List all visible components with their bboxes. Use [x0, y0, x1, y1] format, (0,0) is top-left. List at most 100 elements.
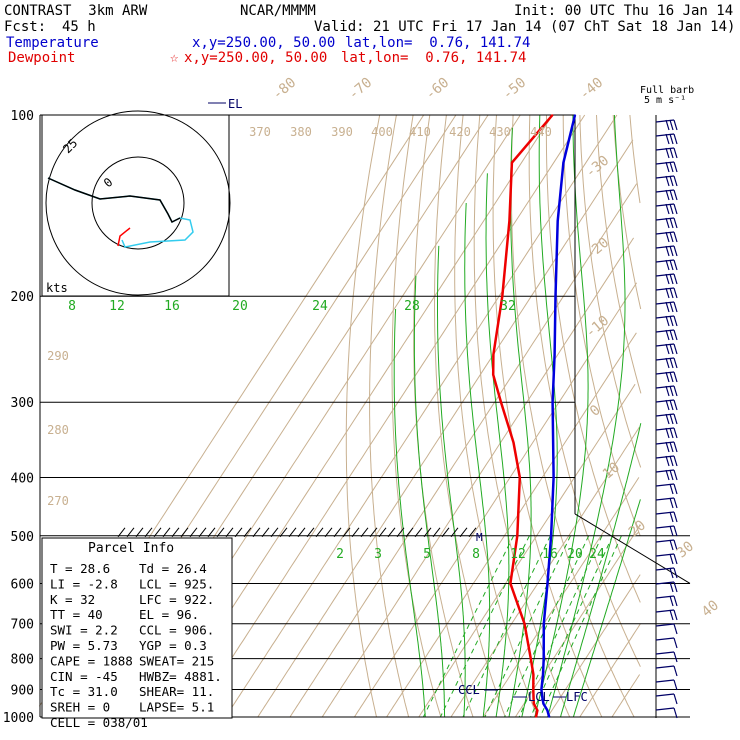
wind-barb: [673, 399, 678, 411]
isotherm-tick-label: 40: [699, 597, 722, 620]
moist-adiabat-line: [464, 202, 491, 718]
mixing-ratio-label: 28: [404, 299, 420, 314]
dewpoint-point: [523, 622, 526, 625]
wind-barb: [655, 665, 675, 669]
dry-adiabat-line: [391, 114, 442, 718]
dewpoint-point: [532, 688, 535, 691]
wind-barb: [655, 455, 675, 459]
parcel-info-left: TT = 40: [50, 607, 103, 622]
hodograph-ring-outer: [45, 110, 231, 296]
wind-barb: [673, 455, 678, 467]
hatch-mark: [180, 527, 189, 538]
wind-barb: [655, 189, 675, 193]
wind-barb: [669, 539, 674, 551]
wind-barb: [673, 119, 678, 131]
wind-barb: [673, 413, 678, 425]
wind-barb: [669, 483, 674, 495]
wind-barb: [665, 357, 670, 369]
wind-barb: [673, 133, 678, 145]
dry-adiabat-line: [510, 114, 635, 718]
temperature-point: [553, 353, 556, 356]
wind-barb: [665, 203, 670, 215]
isotherm-tick-label: -50: [500, 75, 530, 104]
wind-barb: [655, 343, 675, 347]
parcel-info-box: Parcel Info T = 28.6 Td = 26.4 LI = -2.8 LCL…: [41, 537, 233, 730]
hatch-mark: [126, 527, 135, 538]
parcel-info-right: Td = 26.4: [139, 561, 207, 576]
dewpoint-point: [519, 476, 521, 479]
moist-adiabat-line: [437, 245, 466, 718]
mixing-ratio-label: 32: [500, 299, 516, 314]
mixing-ratio-label: 24: [589, 547, 605, 562]
pressure-tick-label: 900: [11, 683, 34, 698]
pressure-tick-label: 800: [11, 653, 34, 668]
dewpoint-point: [532, 695, 535, 698]
forecast-hours: 45 h: [62, 19, 96, 35]
theta-tick-label: 400: [371, 125, 393, 139]
wind-barb: [673, 693, 678, 705]
dry-adiabat-line: [492, 114, 603, 718]
wind-barb: [655, 301, 675, 305]
temperature-legend-xy: x,y=250.00, 50.00: [192, 35, 336, 51]
mixing-ratio-label: 24: [312, 299, 328, 314]
hatch-mark: [207, 527, 216, 538]
wind-barb: [665, 371, 670, 383]
dry-adiabat-line: [612, 114, 642, 310]
hatch-mark: [297, 527, 306, 538]
wind-barb: [673, 581, 678, 593]
wind-barb: [665, 301, 670, 313]
dewpoint-legend-label: Dewpoint: [8, 50, 76, 66]
valid-time: Valid: 21 UTC Fri 17 Jan 14 (07 ChT Sat …: [314, 19, 736, 35]
wind-barb: [673, 245, 678, 257]
wind-barb: [673, 567, 678, 579]
m-marker-label: M: [476, 531, 483, 544]
wind-barb: [673, 189, 678, 201]
wind-barb: [673, 651, 678, 663]
wind-barb: [673, 497, 678, 509]
hatch-mark: [243, 527, 252, 538]
wind-barb: [665, 175, 670, 187]
hatch-mark: [171, 527, 180, 538]
hatch-mark: [405, 527, 414, 538]
hatch-mark: [261, 527, 270, 538]
wind-barb: [673, 231, 678, 243]
wind-barb: [655, 287, 675, 291]
wind-barb: [673, 707, 678, 719]
dry-adiabat-line: [369, 114, 410, 718]
parcel-info-panel: [41, 537, 233, 719]
wind-barb: [669, 273, 674, 285]
hatch-mark: [450, 527, 459, 538]
wind-barb: [655, 441, 675, 445]
wind-barb: [673, 623, 678, 635]
wind-barb: [669, 147, 674, 159]
wind-barb: [655, 147, 675, 151]
isotherm-line: [257, 139, 634, 718]
wind-barb: [655, 623, 675, 627]
wind-barb: [673, 469, 678, 481]
hatch-mark: [198, 527, 207, 538]
dry-adiabat-line: [345, 114, 381, 718]
parcel-info-title: Parcel Info: [88, 541, 174, 556]
wind-barb: [665, 133, 670, 145]
temperature-point: [574, 114, 576, 116]
wind-barb: [669, 469, 674, 481]
mixing-ratio-line: [504, 535, 590, 718]
wind-barb: [669, 245, 674, 257]
pressure-tick-label: 500: [11, 530, 34, 545]
wind-barb: [669, 595, 674, 607]
hatch-mark: [432, 527, 441, 538]
parcel-info-left: SREH = 0: [50, 700, 110, 715]
dewpoint-point: [516, 535, 519, 537]
isotherm-line: [289, 183, 638, 718]
wind-barb: [669, 133, 674, 145]
wind-barb: [669, 287, 674, 299]
temperature-point: [543, 622, 545, 625]
wind-barb: [669, 231, 674, 243]
wind-barb: [673, 371, 678, 383]
ccl-marker-label: CCL: [458, 683, 480, 697]
wind-barb: [673, 147, 678, 159]
wind-barb: [655, 175, 675, 179]
wind-barb: [669, 357, 674, 369]
hatch-mark: [288, 527, 297, 538]
